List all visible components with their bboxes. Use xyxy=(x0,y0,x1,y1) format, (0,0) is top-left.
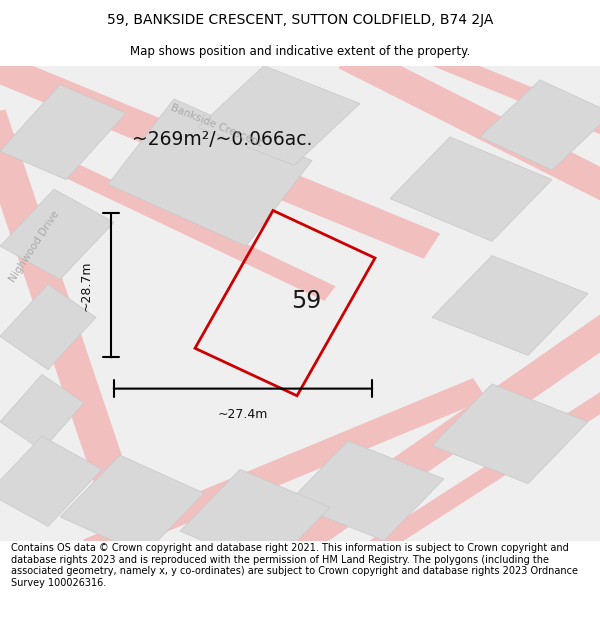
Polygon shape xyxy=(0,44,440,259)
Polygon shape xyxy=(427,49,600,144)
Polygon shape xyxy=(0,189,114,279)
Polygon shape xyxy=(0,374,84,451)
Text: 59: 59 xyxy=(291,289,321,312)
Text: Nighwood Drive: Nighwood Drive xyxy=(8,209,62,284)
Text: Contains OS data © Crown copyright and database right 2021. This information is : Contains OS data © Crown copyright and d… xyxy=(11,543,578,588)
Text: ~28.7m: ~28.7m xyxy=(79,260,92,311)
Polygon shape xyxy=(432,384,588,484)
Polygon shape xyxy=(83,378,487,561)
Polygon shape xyxy=(276,302,600,561)
Polygon shape xyxy=(288,441,444,541)
Text: Map shows position and indicative extent of the property.: Map shows position and indicative extent… xyxy=(130,45,470,58)
Text: ~27.4m: ~27.4m xyxy=(218,408,268,421)
Text: ~269m²/~0.066ac.: ~269m²/~0.066ac. xyxy=(132,130,313,149)
Polygon shape xyxy=(108,99,312,246)
Polygon shape xyxy=(0,284,96,369)
Polygon shape xyxy=(60,455,204,555)
Polygon shape xyxy=(180,469,330,569)
Polygon shape xyxy=(480,80,600,170)
Text: 59, BANKSIDE CRESCENT, SUTTON COLDFIELD, B74 2JA: 59, BANKSIDE CRESCENT, SUTTON COLDFIELD,… xyxy=(107,12,493,27)
Polygon shape xyxy=(365,378,600,557)
Text: Bankside Crescent: Bankside Crescent xyxy=(169,102,263,148)
Polygon shape xyxy=(390,137,552,241)
Polygon shape xyxy=(432,256,588,356)
Polygon shape xyxy=(338,44,600,211)
Polygon shape xyxy=(198,66,360,166)
Polygon shape xyxy=(0,109,149,544)
Polygon shape xyxy=(0,84,126,179)
Polygon shape xyxy=(0,436,102,526)
Polygon shape xyxy=(0,115,335,301)
